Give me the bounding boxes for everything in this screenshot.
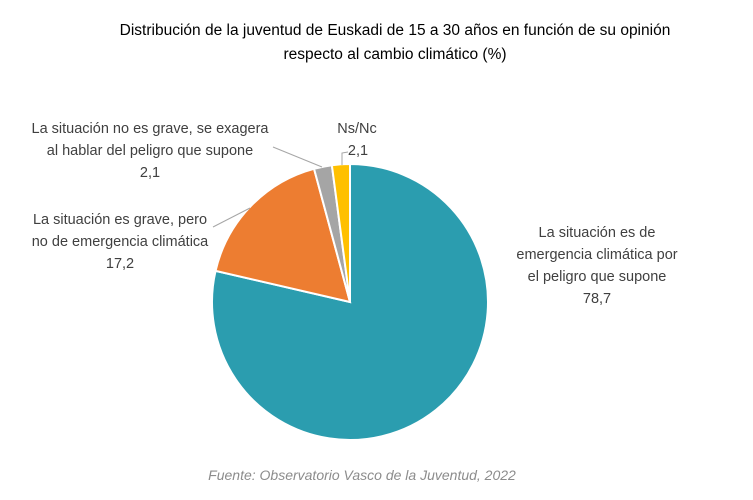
- label-teal-1: La situación es de: [539, 225, 656, 241]
- value-gray: 2,1: [140, 165, 160, 181]
- chart-source: Fuente: Observatorio Vasco de la Juventu…: [208, 467, 516, 483]
- pie-slice-orange: [214, 167, 352, 304]
- pie-slice-yellow: [330, 162, 351, 303]
- pie-slice-teal: [211, 162, 489, 441]
- leader-line-yellow: [341, 151, 349, 165]
- label-yellow-1: Ns/Nc: [337, 121, 376, 137]
- value-orange: 17,2: [106, 256, 134, 272]
- label-gray-2: al hablar del peligro que supone: [47, 143, 253, 159]
- leader-lines: [212, 146, 349, 228]
- label-gray-1: La situación no es grave, se exagera: [32, 121, 270, 137]
- value-teal: 78,7: [583, 291, 611, 307]
- slice-label-yellow: Ns/Nc 2,1: [337, 121, 376, 159]
- chart-title-line-1: Distribución de la juventud de Euskadi d…: [120, 22, 671, 39]
- slice-label-gray: La situación no es grave, se exagera al …: [32, 121, 270, 181]
- chart-title-line-2: respecto al cambio climático (%): [283, 46, 506, 63]
- leader-line-orange: [212, 207, 251, 228]
- label-teal-3: el peligro que supone: [528, 269, 667, 285]
- leader-line-gray: [272, 146, 323, 168]
- slice-label-orange: La situación es grave, pero no de emerge…: [32, 212, 209, 272]
- label-teal-2: emergencia climática por: [516, 247, 677, 263]
- label-orange-2: no de emergencia climática: [32, 234, 209, 250]
- label-orange-1: La situación es grave, pero: [33, 212, 207, 228]
- slice-label-teal: La situación es de emergencia climática …: [516, 225, 677, 307]
- value-yellow: 2,1: [348, 143, 368, 159]
